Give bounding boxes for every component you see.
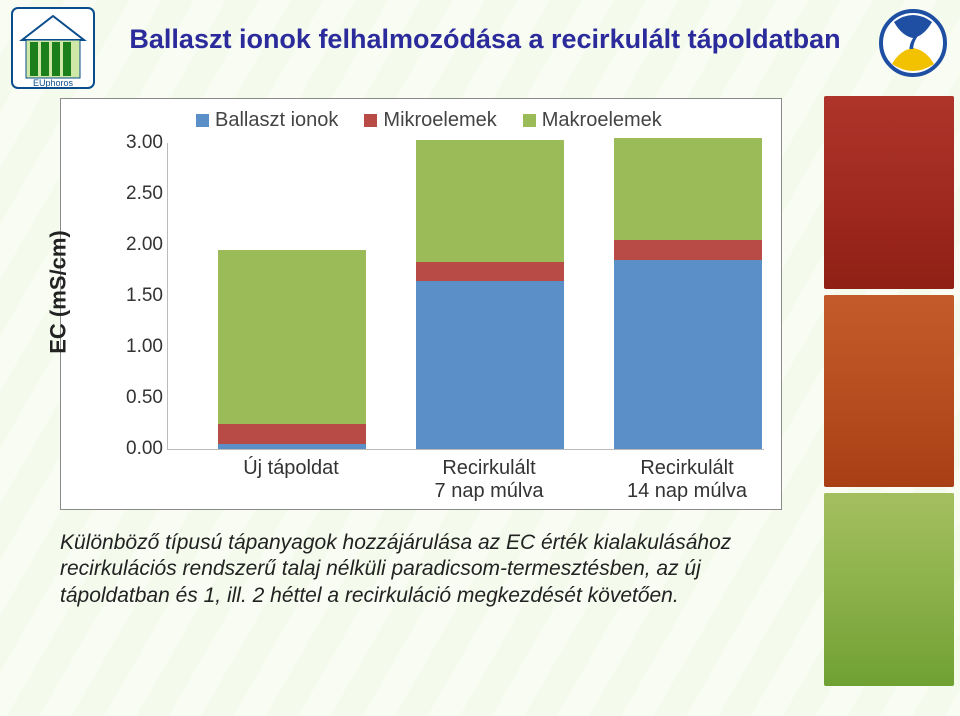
y-tick-label: 3.00 [119, 132, 163, 154]
bar-segment [416, 140, 564, 262]
legend-swatch [196, 114, 209, 127]
chart-card: Ballaszt ionok Mikroelemek Makroelemek E… [60, 98, 782, 510]
legend-item: Mikroelemek [364, 109, 496, 132]
right-logo: 7 [874, 4, 952, 82]
category-label: Recirkulált14 nap múlva [587, 457, 787, 503]
caption-part1: Különböző típusú tápanyagok hozzájárulás… [60, 531, 731, 580]
photo-placeholder [824, 96, 954, 289]
legend-label: Ballaszt ionok [215, 109, 338, 131]
plot-area [167, 143, 764, 450]
bars-container [168, 143, 764, 449]
chart-legend: Ballaszt ionok Mikroelemek Makroelemek [196, 109, 662, 132]
y-tick-label: 0.00 [119, 438, 163, 460]
legend-label: Makroelemek [542, 109, 662, 131]
bar-segment [614, 260, 762, 449]
legend-item: Makroelemek [523, 109, 662, 132]
photo-placeholder [824, 295, 954, 488]
category-label: Új tápoldat [191, 457, 391, 480]
left-logo: EUphoros [10, 6, 96, 90]
bar-segment [218, 250, 366, 423]
svg-text:EUphoros: EUphoros [33, 78, 74, 88]
y-tick-label: 0.50 [119, 387, 163, 409]
bar-segment [218, 444, 366, 449]
legend-label: Mikroelemek [383, 109, 496, 131]
y-tick-label: 1.50 [119, 285, 163, 307]
page-title: Ballaszt ionok felhalmozódása a recirkul… [100, 24, 870, 55]
y-tick-label: 2.50 [119, 183, 163, 205]
bar-segment [614, 138, 762, 240]
y-tick-label: 1.00 [119, 336, 163, 358]
category-label: Recirkulált7 nap múlva [389, 457, 589, 503]
bar-segment [614, 240, 762, 260]
chart-caption: Különböző típusú tápanyagok hozzájárulás… [60, 530, 800, 609]
y-axis-label: EC (mS/cm) [46, 230, 72, 353]
legend-swatch [523, 114, 536, 127]
y-tick-label: 2.00 [119, 234, 163, 256]
bar-segment [218, 424, 366, 444]
legend-item: Ballaszt ionok [196, 109, 338, 132]
bar-segment [416, 281, 564, 449]
svg-text:7: 7 [906, 25, 920, 55]
photo-strip [824, 96, 954, 686]
photo-placeholder [824, 493, 954, 686]
legend-swatch [364, 114, 377, 127]
bar-segment [416, 262, 564, 280]
